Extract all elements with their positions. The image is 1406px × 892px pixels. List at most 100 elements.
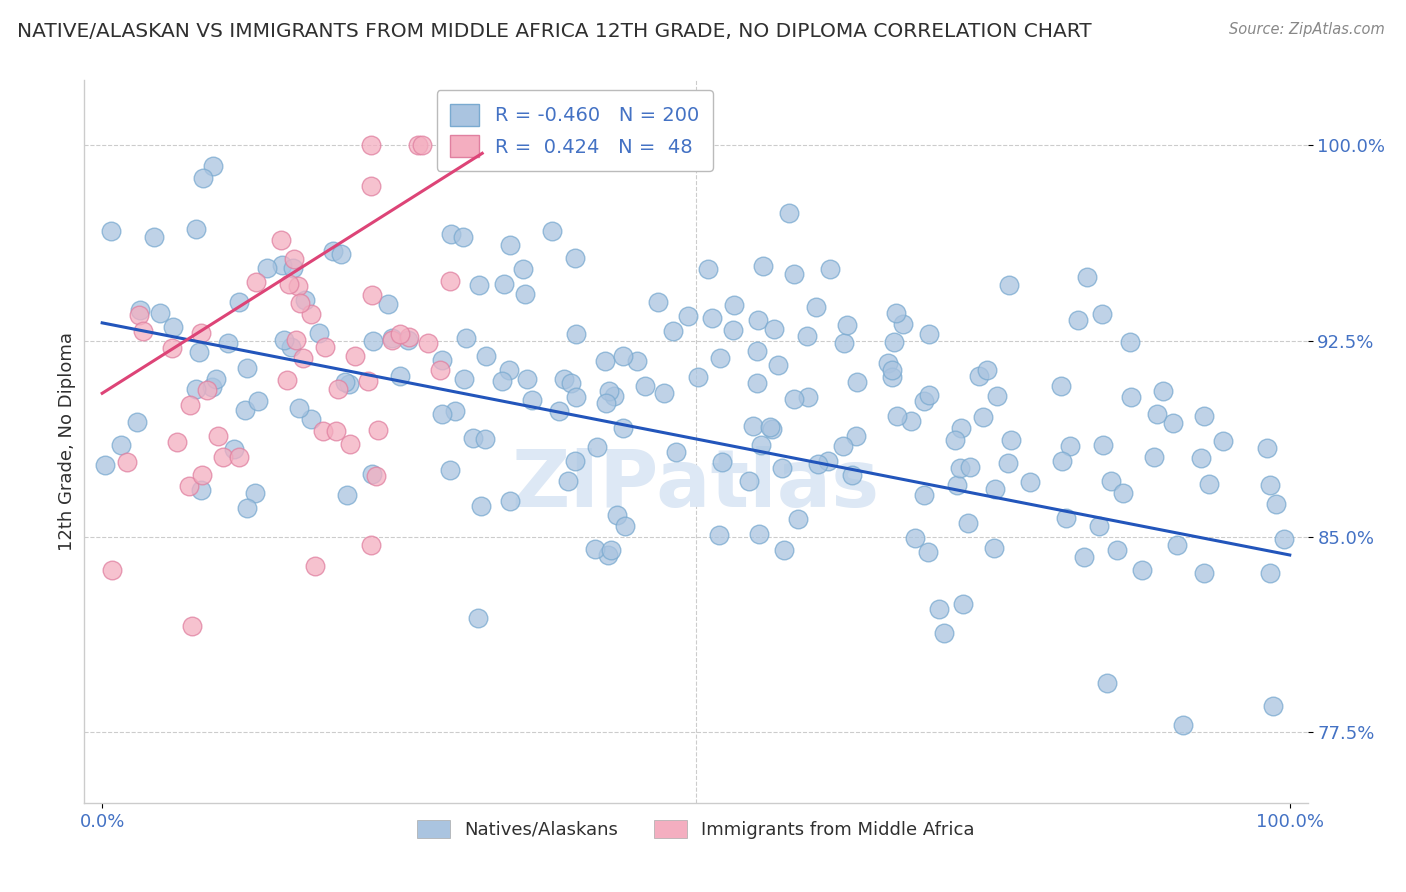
Point [299, 307, 322, 321]
Point [288, 296, 311, 310]
Point [1142, 450, 1164, 464]
Point [886, 409, 908, 423]
Point [614, 519, 637, 533]
Point [467, 611, 489, 625]
Point [100, 224, 122, 238]
Point [1192, 409, 1215, 423]
Point [129, 303, 152, 318]
Point [834, 336, 856, 351]
Point [360, 467, 382, 481]
Point [1198, 477, 1220, 491]
Point [841, 468, 863, 483]
Point [491, 374, 513, 388]
Point [606, 508, 628, 523]
Point [634, 379, 657, 393]
Point [564, 251, 586, 265]
Point [560, 376, 582, 391]
Point [235, 402, 257, 417]
Point [832, 439, 855, 453]
Point [598, 384, 620, 399]
Point [1212, 434, 1234, 449]
Point [276, 373, 298, 387]
Point [217, 335, 239, 350]
Point [1091, 307, 1114, 321]
Point [1050, 454, 1073, 468]
Point [1189, 450, 1212, 465]
Point [612, 421, 634, 435]
Point [201, 159, 224, 173]
Point [513, 287, 536, 301]
Point [1161, 416, 1184, 430]
Point [186, 382, 208, 396]
Point [367, 423, 389, 437]
Text: ZIPatlas: ZIPatlas [512, 446, 880, 524]
Point [759, 420, 782, 434]
Point [432, 407, 454, 421]
Point [94, 458, 117, 473]
Point [288, 401, 311, 415]
Point [1256, 441, 1278, 455]
Point [741, 419, 763, 434]
Point [882, 370, 904, 384]
Point [1146, 407, 1168, 421]
Point [291, 351, 314, 366]
Point [270, 233, 292, 247]
Point [494, 277, 516, 291]
Point [766, 359, 789, 373]
Point [388, 327, 411, 342]
Point [932, 626, 955, 640]
Point [228, 450, 250, 464]
Point [603, 389, 626, 403]
Point [361, 334, 384, 349]
Point [304, 559, 326, 574]
Point [191, 467, 214, 482]
Point [818, 262, 841, 277]
Point [541, 224, 564, 238]
Point [418, 336, 440, 351]
Point [246, 394, 269, 409]
Point [101, 563, 124, 577]
Point [564, 454, 586, 468]
Text: NATIVE/ALASKAN VS IMMIGRANTS FROM MIDDLE AFRICA 12TH GRADE, NO DIPLOMA CORRELATI: NATIVE/ALASKAN VS IMMIGRANTS FROM MIDDLE… [17, 22, 1091, 41]
Point [188, 344, 211, 359]
Point [195, 383, 218, 397]
Point [429, 362, 451, 376]
Point [1261, 698, 1284, 713]
Point [333, 375, 356, 389]
Point [1264, 497, 1286, 511]
Point [186, 221, 208, 235]
Point [468, 278, 491, 293]
Point [900, 414, 922, 428]
Point [998, 277, 1021, 292]
Point [516, 371, 538, 385]
Point [228, 294, 250, 309]
Point [128, 308, 150, 322]
Point [1073, 549, 1095, 564]
Point [243, 486, 266, 500]
Point [976, 363, 998, 377]
Point [778, 206, 800, 220]
Point [474, 432, 496, 446]
Point [1088, 519, 1111, 533]
Point [360, 179, 382, 194]
Point [1258, 566, 1281, 580]
Point [499, 494, 522, 508]
Point [912, 488, 935, 502]
Point [277, 277, 299, 291]
Point [474, 349, 496, 363]
Point [884, 306, 907, 320]
Point [599, 543, 621, 558]
Point [945, 477, 967, 491]
Point [983, 541, 1005, 555]
Point [883, 334, 905, 349]
Point [797, 390, 820, 404]
Point [723, 323, 745, 337]
Point [1097, 676, 1119, 690]
Point [665, 445, 688, 459]
Point [256, 261, 278, 276]
Point [917, 545, 939, 559]
Point [1171, 718, 1194, 732]
Point [166, 434, 188, 449]
Point [236, 500, 259, 515]
Point [950, 421, 973, 435]
